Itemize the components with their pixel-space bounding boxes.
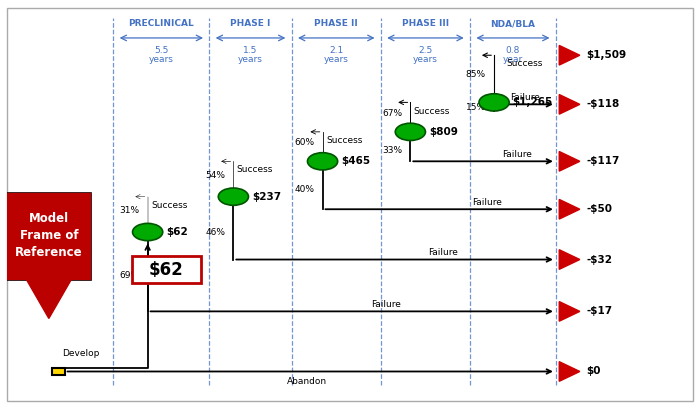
Polygon shape	[559, 250, 580, 269]
Text: Success: Success	[151, 201, 188, 210]
Text: Failure: Failure	[428, 248, 458, 257]
Text: Failure: Failure	[371, 300, 401, 309]
Text: $809: $809	[429, 127, 458, 137]
FancyBboxPatch shape	[132, 256, 201, 284]
Text: Model
Frame of
Reference: Model Frame of Reference	[15, 213, 83, 260]
Text: 54%: 54%	[205, 171, 225, 179]
Text: 67%: 67%	[382, 109, 402, 118]
Text: years: years	[324, 55, 349, 64]
Text: Failure: Failure	[510, 93, 540, 102]
Polygon shape	[559, 199, 580, 219]
Text: 85%: 85%	[466, 70, 486, 79]
Text: 60%: 60%	[294, 138, 314, 147]
Text: 40%: 40%	[294, 185, 314, 194]
Polygon shape	[559, 45, 580, 65]
Text: years: years	[149, 55, 174, 64]
Text: $62: $62	[149, 261, 183, 279]
Text: PHASE III: PHASE III	[402, 19, 449, 28]
Text: 15%: 15%	[466, 103, 486, 112]
Text: 2.1: 2.1	[329, 46, 344, 55]
Text: 0.8: 0.8	[505, 46, 520, 55]
Text: -$118: -$118	[587, 99, 620, 109]
Text: years: years	[238, 55, 263, 64]
Text: Success: Success	[507, 59, 543, 68]
Text: $1,265: $1,265	[512, 97, 553, 107]
Circle shape	[132, 224, 162, 241]
FancyBboxPatch shape	[6, 192, 92, 280]
Text: 31%: 31%	[119, 206, 139, 215]
Circle shape	[218, 188, 248, 205]
Polygon shape	[26, 279, 71, 318]
Polygon shape	[559, 151, 580, 171]
Text: 33%: 33%	[382, 146, 402, 155]
Text: PRECLINICAL: PRECLINICAL	[129, 19, 194, 28]
Text: 2.5: 2.5	[419, 46, 433, 55]
Text: Abandon: Abandon	[287, 377, 327, 386]
Text: $1,509: $1,509	[587, 50, 626, 60]
Circle shape	[479, 94, 509, 111]
Text: -$32: -$32	[587, 254, 612, 264]
Text: Failure: Failure	[503, 150, 532, 159]
Text: $237: $237	[252, 192, 281, 202]
Polygon shape	[559, 94, 580, 114]
Bar	[52, 368, 64, 375]
Polygon shape	[559, 362, 580, 382]
Circle shape	[307, 153, 337, 170]
Text: Success: Success	[414, 107, 450, 115]
Text: -$50: -$50	[587, 204, 612, 214]
Text: Success: Success	[326, 136, 363, 145]
Text: Failure: Failure	[473, 198, 502, 207]
Text: 46%: 46%	[205, 228, 225, 237]
Text: PHASE II: PHASE II	[314, 19, 358, 28]
Text: NDA/BLA: NDA/BLA	[491, 19, 536, 28]
Polygon shape	[559, 302, 580, 321]
Text: 69%: 69%	[119, 271, 139, 280]
Text: PHASE I: PHASE I	[230, 19, 271, 28]
Text: -$17: -$17	[587, 306, 612, 316]
Text: $465: $465	[341, 156, 370, 166]
Text: Develop: Develop	[62, 349, 99, 358]
Text: 5.5: 5.5	[154, 46, 169, 55]
Text: $62: $62	[166, 227, 188, 237]
Text: $0: $0	[587, 367, 601, 377]
Circle shape	[395, 123, 426, 141]
Text: years: years	[413, 55, 438, 64]
Text: Success: Success	[237, 166, 273, 175]
Text: 1.5: 1.5	[244, 46, 258, 55]
Text: year: year	[503, 55, 523, 64]
Text: -$117: -$117	[587, 156, 620, 166]
